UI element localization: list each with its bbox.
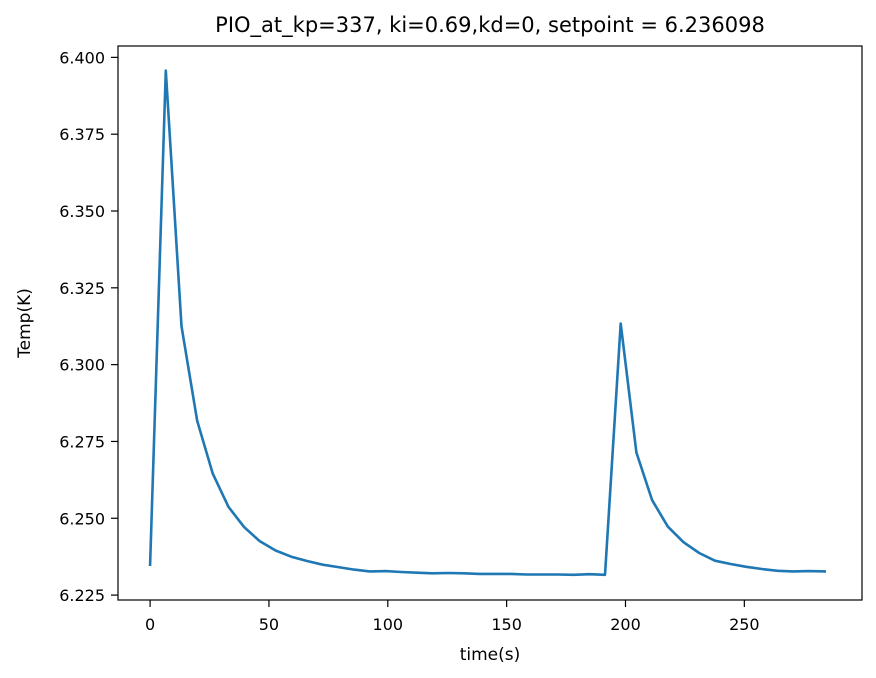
y-tick-label: 6.275 [59,432,105,451]
y-axis-label: Temp(K) [15,288,35,359]
x-tick-label: 250 [729,615,760,634]
y-tick-label: 6.350 [59,202,105,221]
y-tick-label: 6.300 [59,356,105,375]
x-tick-label: 100 [373,615,404,634]
y-tick-label: 6.225 [59,586,105,605]
chart-title: PIO_at_kp=337, ki=0.69,kd=0, setpoint = … [215,13,765,38]
y-tick-label: 6.325 [59,279,105,298]
x-tick-label: 50 [259,615,279,634]
x-axis-label: time(s) [460,645,521,665]
x-tick-label: 0 [145,615,155,634]
y-axis: 6.225 6.250 6.275 6.300 6.325 6.350 6.375 6.400 [59,48,118,605]
y-tick-label: 6.250 [59,509,105,528]
series-line [148,69,827,577]
x-axis: 0 50 100 150 200 250 [145,600,760,634]
y-tick-label: 6.400 [59,48,105,67]
plot-frame [117,45,863,601]
x-tick-label: 150 [491,615,522,634]
x-tick-label: 200 [610,615,641,634]
y-tick-label: 6.375 [59,125,105,144]
